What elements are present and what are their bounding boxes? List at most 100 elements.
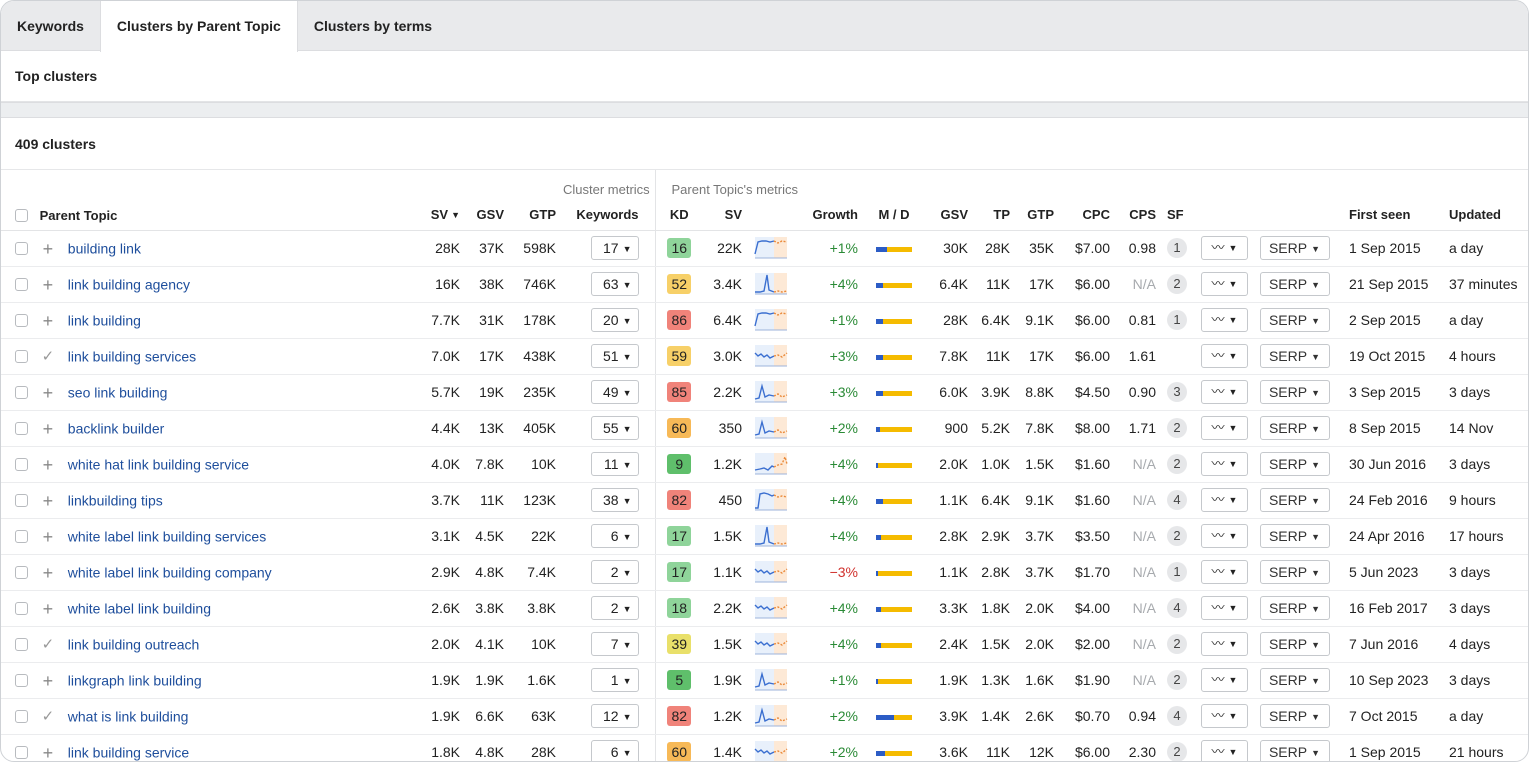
col-pt-gtp[interactable]: GTP — [1017, 200, 1061, 231]
row-checkbox[interactable] — [15, 242, 28, 256]
expand-icon[interactable]: + — [42, 382, 54, 403]
trend-button[interactable]: 〰 ▼ — [1201, 416, 1248, 440]
keywords-dropdown[interactable]: 51 ▼ — [590, 344, 639, 368]
parent-topic-link[interactable]: linkgraph link building — [67, 672, 202, 689]
col-gtp[interactable]: GTP — [511, 200, 563, 231]
keywords-dropdown[interactable]: 20 ▼ — [590, 308, 639, 332]
serp-button[interactable]: SERP ▼ — [1259, 596, 1330, 620]
serp-features-count[interactable]: 3 — [1167, 382, 1187, 402]
trend-button[interactable]: 〰 ▼ — [1201, 380, 1248, 404]
serp-button[interactable]: SERP ▼ — [1259, 344, 1330, 368]
expand-icon[interactable]: + — [42, 490, 54, 511]
keywords-dropdown[interactable]: 55 ▼ — [590, 416, 639, 440]
expand-icon[interactable]: + — [42, 238, 54, 259]
serp-features-count[interactable]: 2 — [1167, 274, 1187, 294]
serp-button[interactable]: SERP ▼ — [1259, 524, 1330, 548]
trend-button[interactable]: 〰 ▼ — [1201, 740, 1248, 761]
serp-button[interactable]: SERP ▼ — [1259, 704, 1330, 728]
parent-topic-link[interactable]: link building service — [67, 744, 190, 761]
col-kd[interactable]: KD — [654, 200, 703, 231]
col-gsv[interactable]: GSV — [467, 200, 511, 231]
serp-features-count[interactable]: 4 — [1167, 706, 1187, 726]
keywords-dropdown[interactable]: 63 ▼ — [590, 272, 639, 296]
col-updated[interactable]: Updated — [1439, 200, 1528, 231]
col-md[interactable]: M / D — [865, 200, 923, 231]
expand-icon[interactable]: ✓ — [41, 635, 55, 653]
row-checkbox[interactable] — [15, 386, 28, 400]
col-first-seen[interactable]: First seen — [1337, 200, 1439, 231]
col-pt-gsv[interactable]: GSV — [923, 200, 975, 231]
keywords-dropdown[interactable]: 2 ▼ — [590, 560, 639, 584]
col-cps[interactable]: CPS — [1117, 200, 1163, 231]
expand-icon[interactable]: ✓ — [41, 707, 55, 725]
serp-features-count[interactable]: 2 — [1167, 634, 1187, 654]
expand-icon[interactable]: + — [42, 562, 54, 583]
keywords-dropdown[interactable]: 12 ▼ — [590, 704, 639, 728]
keywords-dropdown[interactable]: 2 ▼ — [590, 596, 639, 620]
serp-features-count[interactable]: 2 — [1167, 670, 1187, 690]
expand-icon[interactable]: + — [42, 526, 54, 547]
trend-button[interactable]: 〰 ▼ — [1201, 668, 1248, 692]
row-checkbox[interactable] — [15, 422, 28, 436]
serp-button[interactable]: SERP ▼ — [1259, 272, 1330, 296]
parent-topic-link[interactable]: backlink builder — [67, 420, 165, 437]
tab-keywords[interactable]: Keywords — [17, 18, 84, 34]
row-checkbox[interactable] — [15, 638, 28, 652]
serp-features-count[interactable]: 1 — [1167, 238, 1187, 258]
trend-button[interactable]: 〰 ▼ — [1201, 632, 1248, 656]
col-keywords[interactable]: Keywords — [563, 200, 655, 231]
row-checkbox[interactable] — [15, 710, 28, 724]
serp-features-count[interactable]: 2 — [1167, 526, 1187, 546]
serp-button[interactable]: SERP ▼ — [1259, 668, 1330, 692]
trend-button[interactable]: 〰 ▼ — [1201, 308, 1248, 332]
col-parent-topic[interactable]: Parent Topic — [1, 200, 411, 231]
serp-button[interactable]: SERP ▼ — [1259, 740, 1330, 761]
row-checkbox[interactable] — [15, 746, 28, 760]
serp-button[interactable]: SERP ▼ — [1259, 560, 1330, 584]
trend-button[interactable]: 〰 ▼ — [1201, 524, 1248, 548]
serp-button[interactable]: SERP ▼ — [1259, 236, 1330, 260]
expand-icon[interactable]: + — [42, 598, 54, 619]
trend-button[interactable]: 〰 ▼ — [1201, 560, 1248, 584]
serp-button[interactable]: SERP ▼ — [1259, 632, 1330, 656]
keywords-dropdown[interactable]: 1 ▼ — [590, 668, 639, 692]
parent-topic-link[interactable]: white label link building — [67, 600, 211, 617]
col-pt-sv[interactable]: SV — [703, 200, 749, 231]
row-checkbox[interactable] — [15, 530, 28, 544]
parent-topic-link[interactable]: white label link building company — [67, 564, 272, 581]
col-sf[interactable]: SF — [1163, 200, 1197, 231]
trend-button[interactable]: 〰 ▼ — [1201, 452, 1248, 476]
expand-icon[interactable]: + — [42, 454, 54, 475]
row-checkbox[interactable] — [15, 350, 28, 364]
col-sv[interactable]: SV ▼ — [411, 200, 467, 231]
serp-features-count[interactable]: 2 — [1167, 418, 1187, 438]
expand-icon[interactable]: + — [42, 742, 54, 762]
row-checkbox[interactable] — [15, 674, 28, 688]
serp-features-count[interactable]: 2 — [1167, 742, 1187, 761]
row-checkbox[interactable] — [15, 314, 28, 328]
row-checkbox[interactable] — [15, 602, 28, 616]
trend-button[interactable]: 〰 ▼ — [1201, 596, 1248, 620]
keywords-dropdown[interactable]: 6 ▼ — [590, 740, 639, 761]
expand-icon[interactable]: ✓ — [41, 347, 55, 365]
keywords-dropdown[interactable]: 49 ▼ — [590, 380, 639, 404]
keywords-dropdown[interactable]: 7 ▼ — [590, 632, 639, 656]
expand-icon[interactable]: + — [42, 310, 54, 331]
serp-features-count[interactable]: 1 — [1167, 310, 1187, 330]
trend-button[interactable]: 〰 ▼ — [1201, 344, 1248, 368]
trend-button[interactable]: 〰 ▼ — [1201, 236, 1248, 260]
select-all-checkbox[interactable] — [15, 208, 28, 222]
parent-topic-link[interactable]: white label link building services — [67, 528, 267, 545]
serp-button[interactable]: SERP ▼ — [1259, 308, 1330, 332]
serp-button[interactable]: SERP ▼ — [1259, 452, 1330, 476]
col-growth[interactable]: Growth — [793, 200, 865, 231]
serp-features-count[interactable]: 4 — [1167, 490, 1187, 510]
row-checkbox[interactable] — [15, 566, 28, 580]
serp-features-count[interactable]: 2 — [1167, 454, 1187, 474]
serp-features-count[interactable]: 1 — [1167, 562, 1187, 582]
parent-topic-link[interactable]: link building services — [67, 348, 197, 365]
parent-topic-link[interactable]: linkbuilding tips — [67, 492, 163, 509]
row-checkbox[interactable] — [15, 494, 28, 508]
row-checkbox[interactable] — [15, 458, 28, 472]
parent-topic-link[interactable]: seo link building — [67, 384, 168, 401]
